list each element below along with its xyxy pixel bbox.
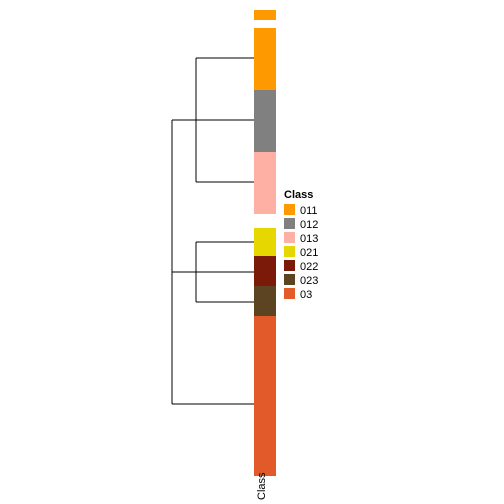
class-cell-021: [254, 228, 276, 256]
class-cell-011: [254, 28, 276, 90]
legend-swatch-012: [284, 218, 295, 229]
legend-swatch-03: [284, 288, 295, 299]
heatmap-dendrogram-svg: Class Class 011 012 013 021 022 023 03: [0, 0, 504, 504]
legend-swatch-022: [284, 260, 295, 271]
class-cell-023: [254, 286, 276, 316]
class-cell-022: [254, 256, 276, 286]
legend-label: 023: [300, 275, 318, 287]
legend-title: Class: [284, 189, 313, 201]
x-axis-label: Class: [256, 472, 268, 500]
legend-label: 021: [300, 247, 318, 259]
legend-label: 011: [300, 205, 318, 217]
legend-swatch-023: [284, 274, 295, 285]
legend-label: 012: [300, 219, 318, 231]
class-cell-03: [254, 316, 276, 476]
stage: Class Class 011 012 013 021 022 023 03: [0, 0, 504, 504]
legend-swatch-021: [284, 246, 295, 257]
plot-background: [0, 0, 504, 504]
legend-label: 03: [300, 289, 312, 301]
legend-swatch-013: [284, 232, 295, 243]
class-cell-012: [254, 90, 276, 152]
class-cell-013: [254, 152, 276, 214]
legend-label: 013: [300, 233, 318, 245]
legend-swatch-011: [284, 204, 295, 215]
class-column: [254, 10, 276, 476]
legend-label: 022: [300, 261, 318, 273]
class-cell-011: [254, 10, 276, 20]
